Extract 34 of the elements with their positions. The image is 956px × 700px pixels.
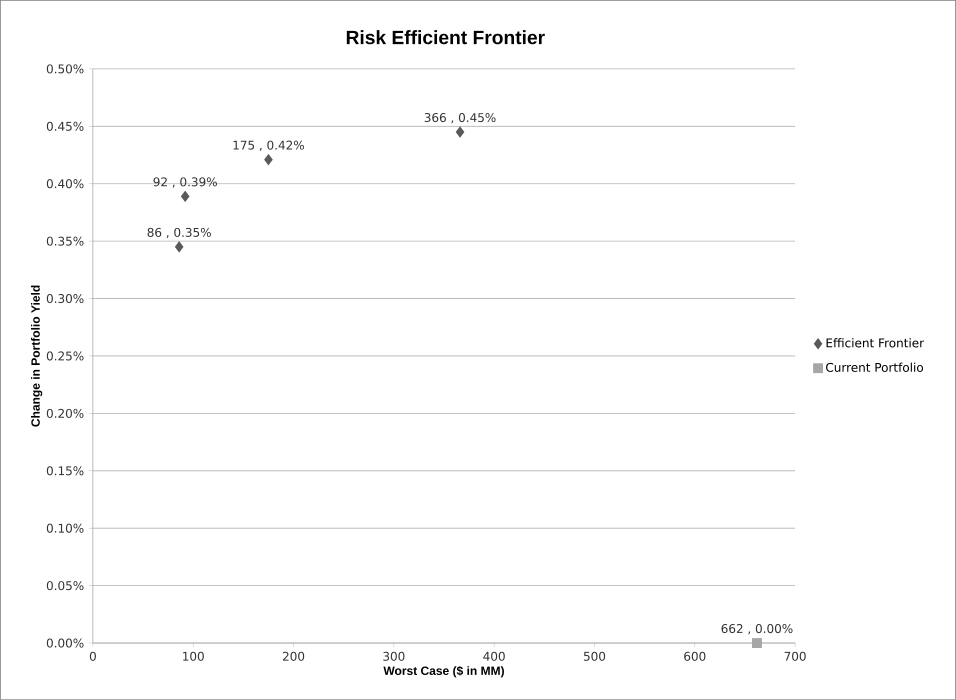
x-tick-label: 200: [282, 652, 304, 661]
chart-title: Risk Efficient Frontier: [346, 30, 545, 44]
y-axis-title: Change in Portfolio Yield: [30, 286, 42, 427]
y-tick-label: 0.10%: [46, 524, 84, 533]
x-tick-label: 700: [784, 652, 806, 661]
point: [180, 190, 190, 202]
y-tick-label: 0.15%: [46, 466, 84, 476]
y-tick-label: 0.25%: [46, 351, 84, 361]
point: [174, 241, 184, 253]
point: [752, 638, 762, 648]
legend-label: Efficient Frontier: [826, 338, 924, 348]
data-label: 366 , 0.45%: [424, 113, 496, 124]
point: [456, 126, 464, 138]
y-tick-label: 0.50%: [46, 64, 84, 74]
data-label: 86 , 0.35%: [148, 228, 211, 238]
y-tick-label: 0.45%: [46, 122, 84, 131]
y-tick-label: 0.35%: [46, 236, 84, 246]
y-tick-label: 0.05%: [46, 581, 84, 590]
point: [264, 154, 273, 166]
x-tick-label: 500: [584, 652, 606, 661]
y-tick-label: 0.40%: [46, 179, 84, 188]
x-tick-label: 0: [90, 652, 96, 661]
x-tick-label: 100: [183, 652, 204, 661]
y-tick-label: 0.30%: [46, 294, 84, 304]
data-label: 92 , 0.39%: [154, 177, 217, 188]
x-tick-label: 400: [483, 652, 505, 661]
data-label: 175 , 0.42%: [234, 140, 304, 151]
y-tick-label: 0.00%: [46, 638, 84, 648]
y-tick-label: 0.20%: [46, 408, 84, 418]
x-tick-label: 600: [684, 652, 706, 661]
data-label: 662 , 0.00%: [722, 624, 793, 634]
legend-label: Current Portfolio: [826, 362, 924, 372]
x-tick-label: 300: [383, 652, 404, 661]
x-axis-title: Worst Case ($ in MM): [383, 666, 504, 678]
